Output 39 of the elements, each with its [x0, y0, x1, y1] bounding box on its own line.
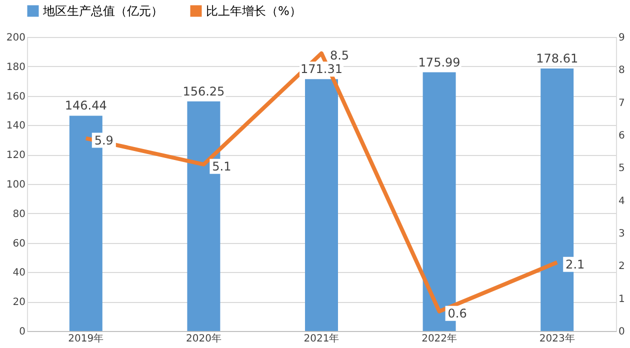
- data-label: 171.31: [300, 62, 342, 76]
- y2-tick-label: 7: [618, 98, 625, 109]
- y2-tick-label: 8: [618, 65, 625, 76]
- y-tick-label: 60: [12, 238, 26, 250]
- y-tick-label: 200: [6, 32, 26, 44]
- data-label: 156.25: [182, 84, 225, 98]
- data-label: 178.61: [536, 51, 578, 66]
- y-tick-label: 140: [6, 120, 26, 132]
- data-label: 0.6: [448, 306, 467, 320]
- y2-tick-label: 6: [618, 130, 625, 142]
- y-tick-label: 120: [6, 150, 26, 162]
- y-tick-label: 20: [12, 297, 26, 308]
- y2-tick-label: 5: [618, 163, 625, 174]
- y2-tick-label: 2: [618, 261, 625, 272]
- y2-tick-label: 9: [618, 32, 625, 44]
- y-tick-label: 80: [12, 208, 26, 220]
- y2-tick-label: 4: [618, 196, 625, 207]
- x-tick-label: 2019年: [68, 332, 104, 344]
- y2-tick-label: 0: [618, 326, 625, 338]
- y-tick-label: 180: [6, 62, 26, 73]
- y-tick-label: 40: [12, 268, 26, 279]
- data-label: 8.5: [330, 48, 350, 62]
- data-label: 2.1: [566, 257, 585, 272]
- x-tick-label: 2022年: [422, 332, 458, 344]
- x-tick-label: 2020年: [186, 332, 222, 344]
- legend-label: 地区生产总值（亿元）: [42, 4, 163, 18]
- y-tick-label: 160: [6, 91, 26, 102]
- x-tick-label: 2021年: [304, 332, 340, 344]
- data-label: 5.1: [212, 159, 232, 174]
- data-label: 146.44: [64, 98, 107, 113]
- y-tick-label: 100: [6, 180, 26, 190]
- data-label: 175.99: [418, 55, 460, 70]
- data-label: 5.9: [94, 133, 114, 148]
- y2-tick-label: 1: [618, 294, 625, 305]
- bar: [305, 79, 338, 331]
- y2-tick-label: 3: [618, 228, 625, 240]
- x-tick-label: 2023年: [539, 332, 575, 344]
- y-tick-label: 0: [19, 326, 26, 338]
- legend-label: 比上年增长（%）: [206, 4, 302, 18]
